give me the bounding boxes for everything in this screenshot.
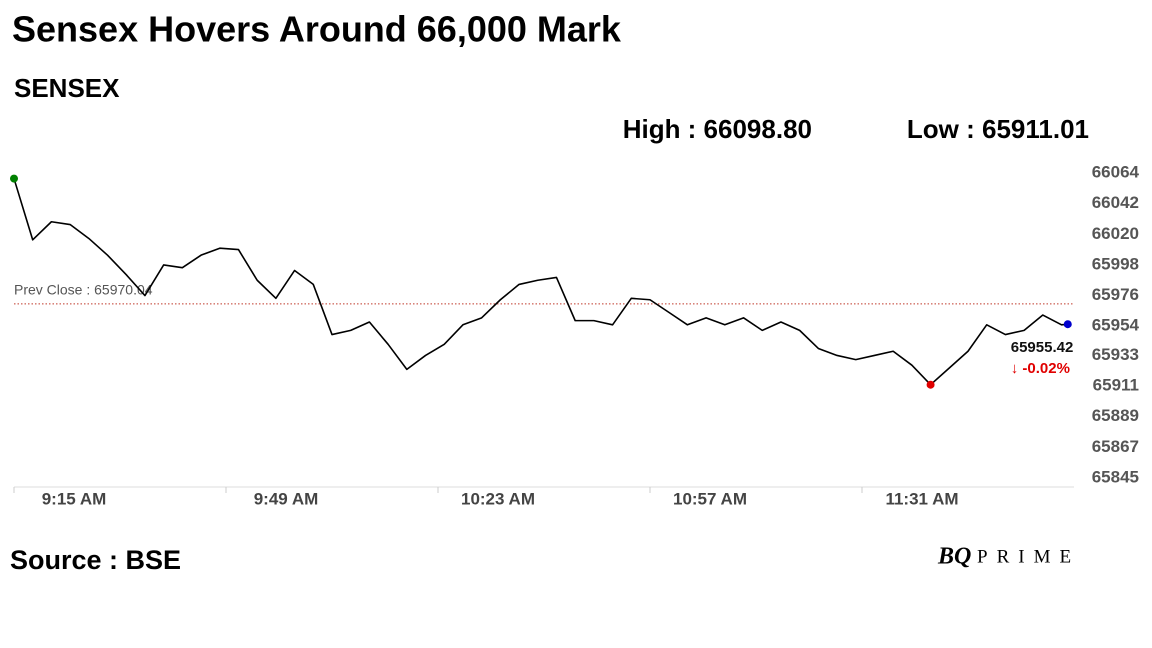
change-label: ↓ -0.02% xyxy=(1011,360,1070,377)
brand-name: PRIME xyxy=(977,546,1080,567)
y-tick-label: 66064 xyxy=(1092,162,1140,181)
high-label: High : 66098.80 xyxy=(623,114,812,144)
source: Source : BSE xyxy=(10,545,181,575)
x-tick-label: 10:23 AM xyxy=(461,489,535,508)
y-tick-label: 65911 xyxy=(1093,376,1139,395)
last-point xyxy=(1063,320,1072,329)
y-tick-label: 66020 xyxy=(1092,224,1139,243)
chart-subtitle: SENSEX xyxy=(14,73,120,103)
low-label: Low : 65911.01 xyxy=(907,114,1089,144)
y-tick-label: 65933 xyxy=(1092,345,1139,364)
y-tick-label: 65889 xyxy=(1092,406,1139,425)
label-bg xyxy=(14,281,200,300)
price-line xyxy=(13,178,1068,386)
brand-mark: BQ xyxy=(937,544,971,570)
y-tick-label: 65976 xyxy=(1092,285,1139,304)
low-point xyxy=(926,380,935,389)
chart-title: Sensex Hovers Around 66,000 Mark xyxy=(12,9,622,50)
x-tick-label: 11:31 AM xyxy=(885,489,958,508)
y-tick-label: 65998 xyxy=(1092,254,1139,273)
y-tick-label: 65954 xyxy=(1092,316,1140,335)
x-tick-label: 10:57 AM xyxy=(673,489,747,508)
y-tick-label: 65845 xyxy=(1092,467,1139,486)
x-tick-label: 9:49 AM xyxy=(254,489,319,508)
y-tick-label: 65867 xyxy=(1092,437,1139,456)
prev-close-label: Prev Close : 65970.04 xyxy=(14,282,153,298)
last-value-label: 65955.42 xyxy=(1011,339,1074,356)
y-tick-label: 66042 xyxy=(1092,193,1139,212)
first-point xyxy=(10,174,18,183)
x-tick-label: 9:15 AM xyxy=(42,489,107,508)
